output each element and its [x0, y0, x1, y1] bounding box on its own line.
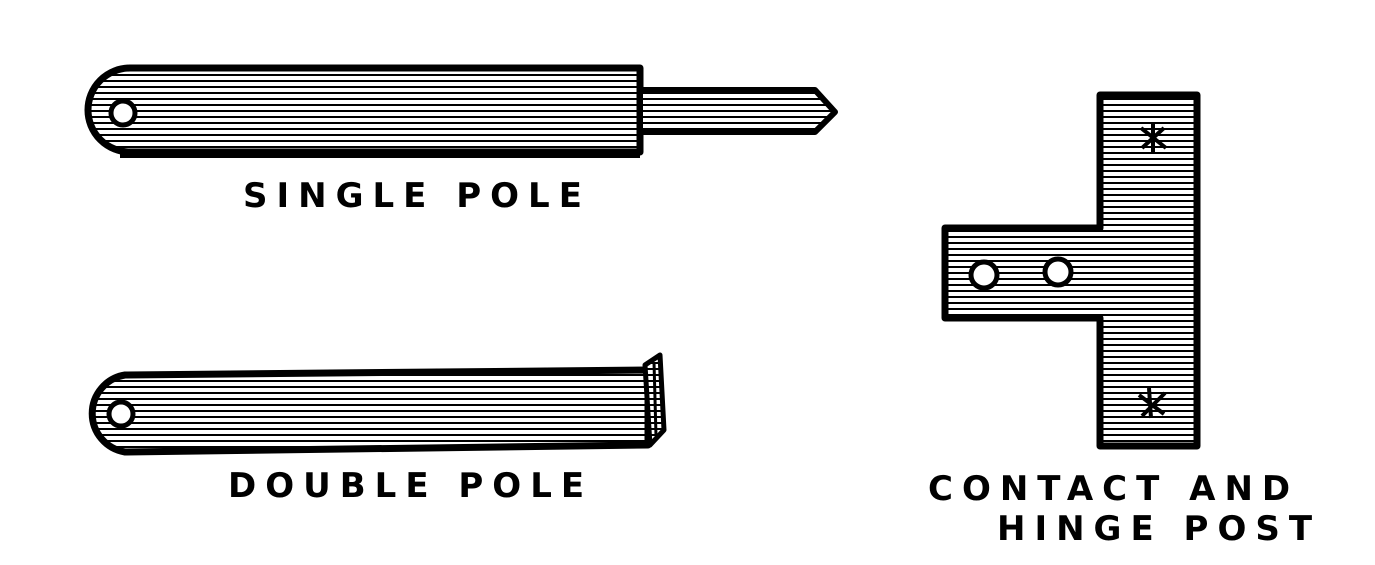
single-pole-label: SINGLE POLE [243, 176, 591, 216]
rivet-mark [1137, 387, 1167, 419]
single-pole-blade [84, 64, 838, 158]
double-pole-label: DOUBLE POLE [228, 466, 593, 506]
contact-post-label-line2: HINGE POST [997, 509, 1321, 549]
pivot-hole [108, 98, 138, 128]
contact-hinge-post [941, 91, 1201, 450]
contact-post-label-line1: CONTACT AND [928, 469, 1299, 509]
mounting-hole [1042, 256, 1074, 288]
pivot-hole [106, 399, 136, 429]
rivet-mark [1139, 124, 1168, 152]
mounting-hole [968, 259, 1000, 291]
double-pole-blade [88, 352, 667, 456]
